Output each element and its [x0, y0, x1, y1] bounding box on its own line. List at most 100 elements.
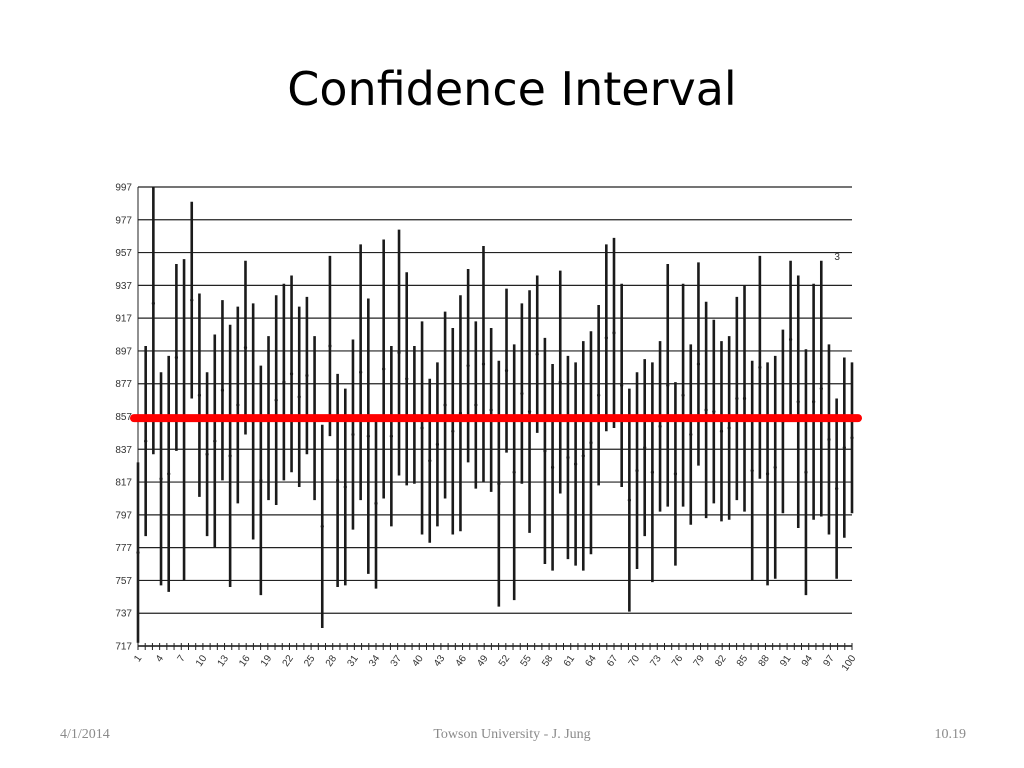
x-tick-label: 76	[670, 653, 686, 669]
interval-midpoint	[374, 501, 378, 505]
interval-midpoint	[819, 387, 823, 391]
interval-midpoint	[812, 400, 816, 404]
interval-midpoint	[597, 393, 601, 397]
interval-midpoint	[650, 470, 654, 474]
interval-midpoint	[535, 352, 539, 356]
interval-midpoint	[343, 485, 347, 489]
interval-midpoint	[504, 369, 509, 373]
interval-midpoint	[796, 400, 800, 404]
x-tick-label: 61	[562, 653, 578, 669]
interval-midpoint	[735, 396, 739, 401]
x-tick-label: 4	[154, 653, 166, 664]
y-tick-label: 717	[115, 642, 132, 653]
x-tick-label: 43	[432, 653, 448, 669]
x-tick-label: 46	[454, 653, 470, 669]
interval-midpoint	[451, 429, 455, 433]
interval-midpoint	[405, 377, 409, 381]
interval-midpoint	[558, 380, 562, 384]
y-tick-label: 837	[115, 445, 132, 456]
interval-midpoint	[750, 468, 754, 473]
interval-midpoint	[220, 388, 225, 392]
gridlines	[138, 186, 852, 647]
interval-midpoint	[520, 391, 524, 396]
interval-midpoint	[144, 439, 148, 443]
interval-midpoint	[259, 478, 263, 483]
y-tick-label: 937	[115, 281, 132, 292]
interval-midpoint	[696, 362, 701, 366]
y-tick-label: 797	[115, 510, 132, 521]
y-tick-label: 817	[115, 478, 132, 489]
interval-midpoint	[328, 344, 332, 348]
interval-midpoint	[681, 393, 685, 397]
x-tick-label: 10	[194, 653, 210, 669]
interval-midpoint	[305, 373, 309, 378]
x-tick-label: 55	[519, 653, 535, 669]
chart-annotation: 3	[834, 252, 840, 263]
interval-midpoint	[243, 346, 248, 350]
interval-midpoint	[604, 336, 608, 340]
x-tick-label: 1	[132, 653, 144, 664]
interval-midpoint	[758, 365, 762, 369]
interval-midpoint	[382, 367, 386, 371]
x-tick-label: 13	[216, 653, 232, 669]
interval-midpoint	[788, 337, 793, 342]
slide-title: Confidence Interval	[287, 62, 737, 116]
interval-midpoint	[336, 478, 340, 483]
interval-midpoint	[773, 465, 777, 469]
interval-midpoint	[297, 395, 301, 399]
interval-midpoint	[397, 350, 401, 355]
x-tick-label: 28	[324, 653, 340, 669]
interval-midpoint	[435, 442, 440, 446]
interval-midpoint	[420, 426, 424, 430]
interval-midpoint	[205, 452, 209, 456]
interval-midpoint	[827, 437, 831, 442]
footer-page-number: 10.19	[934, 727, 967, 742]
interval-midpoint	[765, 472, 770, 476]
footer-date: 4/1/2014	[60, 727, 110, 742]
interval-bars	[136, 187, 854, 643]
interval-midpoint	[719, 429, 724, 433]
interval-midpoint	[466, 364, 470, 368]
y-tick-label: 757	[115, 576, 132, 587]
interval-midpoint	[443, 403, 447, 407]
interval-midpoint	[289, 372, 294, 376]
x-tick-labels: 1 4 7 10 13 16 19 22 25 28 31 34 37 40 43 46 49 52 55 58 61 6…	[132, 653, 858, 673]
interval-midpoint	[804, 470, 808, 474]
x-tick-label: 25	[302, 653, 318, 669]
x-tick-label: 37	[389, 653, 405, 669]
y-tick-labels: 717 737 757 777 797 817 837 857 877 897 917 937 957 9…	[115, 183, 132, 653]
interval-midpoint	[213, 439, 217, 443]
interval-midpoint	[512, 470, 516, 474]
interval-midpoint	[581, 454, 585, 458]
interval-midpoint	[635, 468, 639, 473]
interval-midpoint	[389, 434, 393, 438]
interval-midpoint	[574, 462, 578, 466]
interval-midpoint	[282, 380, 286, 384]
x-tick-label: 70	[627, 653, 643, 669]
interval-midpoint	[627, 498, 631, 502]
interval-midpoint	[274, 398, 278, 402]
interval-midpoint	[673, 472, 678, 476]
interval-midpoint	[712, 409, 716, 414]
interval-midpoint	[366, 434, 370, 438]
x-tick-label: 82	[713, 653, 729, 669]
x-tick-label: 79	[692, 653, 708, 669]
interval-midpoint	[527, 409, 532, 414]
interval-midpoint	[566, 455, 570, 460]
x-tick-label: 58	[540, 653, 556, 669]
x-axis	[137, 187, 853, 650]
interval-midpoint	[320, 524, 324, 528]
interval-midpoint	[842, 446, 846, 450]
interval-midpoint	[589, 441, 593, 445]
x-tick-label: 19	[259, 653, 275, 669]
interval-midpoint	[167, 472, 171, 476]
x-tick-label: 67	[605, 653, 621, 669]
interval-midpoint	[550, 465, 555, 469]
interval-midpoint	[236, 403, 240, 407]
x-tick-label: 94	[800, 653, 816, 669]
interval-midpoint	[689, 432, 693, 437]
interval-midpoint	[612, 331, 616, 335]
y-tick-label: 977	[115, 215, 132, 226]
interval-midpoint	[151, 301, 155, 305]
x-tick-label: 91	[778, 653, 794, 669]
